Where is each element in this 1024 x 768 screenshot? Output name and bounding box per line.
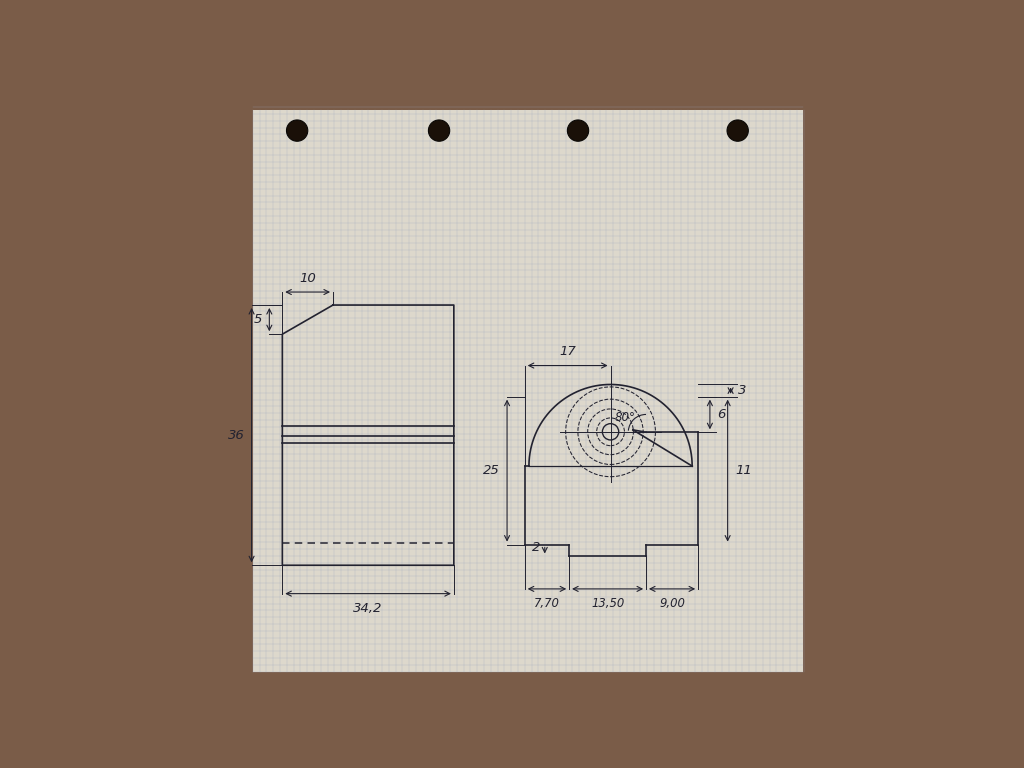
Text: 25: 25 xyxy=(482,464,500,477)
Circle shape xyxy=(727,120,749,141)
Text: 36: 36 xyxy=(227,429,245,442)
Text: 2: 2 xyxy=(531,541,540,554)
Text: 3: 3 xyxy=(738,384,746,397)
Text: 11: 11 xyxy=(735,464,752,477)
Text: 17: 17 xyxy=(559,345,577,358)
Text: 80°: 80° xyxy=(614,411,636,424)
Circle shape xyxy=(287,120,308,141)
Circle shape xyxy=(428,120,450,141)
Text: 13,50: 13,50 xyxy=(591,597,625,610)
Circle shape xyxy=(567,120,589,141)
Text: 34,2: 34,2 xyxy=(353,602,383,615)
Text: 6: 6 xyxy=(717,408,725,421)
Text: 10: 10 xyxy=(299,272,316,285)
Text: 9,00: 9,00 xyxy=(659,597,685,610)
Text: 5: 5 xyxy=(254,313,262,326)
FancyBboxPatch shape xyxy=(253,110,803,672)
Text: 7,70: 7,70 xyxy=(535,597,560,610)
